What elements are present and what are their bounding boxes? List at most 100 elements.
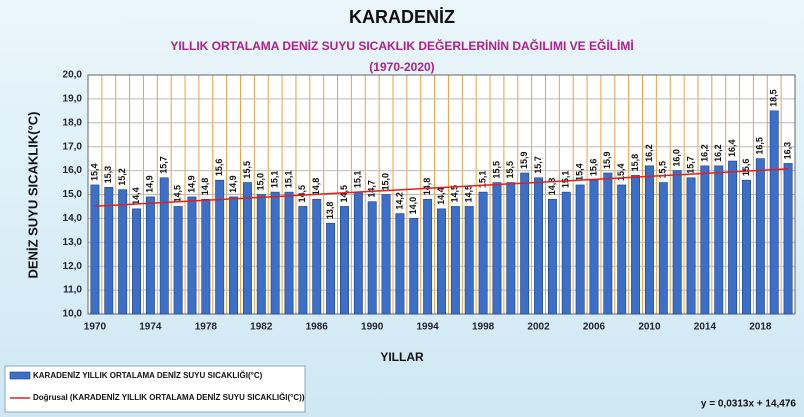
value-label: 15,0 <box>380 173 390 191</box>
value-label: 16,3 <box>782 142 792 160</box>
y-tick-label: 20,0 <box>63 70 83 81</box>
bar <box>381 194 391 315</box>
value-label: 14,8 <box>311 178 321 196</box>
value-label: 15,4 <box>575 163 585 181</box>
value-label: 14,8 <box>547 178 557 196</box>
x-tick-label: 1970 <box>84 322 107 333</box>
x-tick-label: 2002 <box>527 322 550 333</box>
value-label: 14,4 <box>131 187 141 205</box>
bar <box>492 182 502 315</box>
bar <box>215 179 225 315</box>
value-label: 15,1 <box>477 171 487 189</box>
x-tick-label: 1978 <box>195 322 218 333</box>
bar <box>755 158 765 315</box>
value-label: 16,2 <box>699 144 709 162</box>
bar <box>561 191 571 315</box>
chart-subtitle: (1970-2020) <box>369 60 434 74</box>
y-tick-label: 15,0 <box>63 189 83 200</box>
bar <box>783 163 793 315</box>
value-label: 15,6 <box>741 159 751 177</box>
value-label: 14,0 <box>408 197 418 215</box>
chart-subtitle: YILLIK ORTALAMA DENİZ SUYU SICAKLIK DEĞE… <box>170 38 633 53</box>
x-tick-label: 2018 <box>749 322 772 333</box>
bar <box>631 175 641 315</box>
value-label: 14,9 <box>186 175 196 193</box>
y-tick-label: 13,0 <box>63 237 83 248</box>
value-label: 15,1 <box>270 171 280 189</box>
value-label: 15,7 <box>159 156 169 174</box>
bar <box>340 206 349 315</box>
value-label: 14,5 <box>297 185 307 203</box>
bar <box>353 191 363 315</box>
value-label: 14,5 <box>172 185 182 203</box>
x-tick-label: 1974 <box>139 322 162 333</box>
bar <box>159 177 169 315</box>
bar <box>575 184 585 315</box>
bar <box>742 179 751 315</box>
chart-title: KARADENİZ <box>349 7 455 27</box>
bar <box>132 208 141 315</box>
x-tick-label: 1998 <box>472 322 495 333</box>
value-label: 14,2 <box>394 192 404 210</box>
value-label: 15,5 <box>658 161 668 179</box>
bar <box>284 191 294 315</box>
legend-label: KARADENİZ YILLIK ORTALAMA DENİZ SUYU SIC… <box>33 371 263 380</box>
bar <box>672 170 682 315</box>
value-label: 16,5 <box>755 137 765 155</box>
value-label: 15,6 <box>214 159 224 177</box>
bar <box>603 172 613 315</box>
value-label: 13,8 <box>325 202 335 220</box>
y-tick-label: 17,0 <box>63 141 83 152</box>
y-tick-label: 18,0 <box>63 117 83 128</box>
bar <box>589 179 599 315</box>
value-label: 16,2 <box>713 144 723 162</box>
y-tick-label: 10,0 <box>63 309 83 320</box>
value-label: 15,1 <box>283 171 293 189</box>
value-label: 14,9 <box>145 175 155 193</box>
value-label: 15,5 <box>242 161 252 179</box>
value-label: 14,8 <box>200 178 210 196</box>
value-label: 14,8 <box>422 178 432 196</box>
bar <box>270 191 280 315</box>
bar <box>658 182 668 315</box>
bar <box>714 165 724 315</box>
value-label: 14,5 <box>464 185 474 203</box>
value-label: 16,4 <box>727 140 737 158</box>
bar <box>395 213 405 315</box>
value-label: 15,3 <box>103 166 113 184</box>
bar <box>90 184 100 315</box>
bar <box>506 182 516 315</box>
value-label: 18,5 <box>769 89 779 107</box>
value-label: 14,5 <box>450 185 460 203</box>
value-label: 14,5 <box>339 185 349 203</box>
bar <box>464 206 474 315</box>
legend-swatch <box>9 371 31 380</box>
bar <box>229 196 239 315</box>
bar <box>450 206 460 315</box>
bar <box>367 201 377 315</box>
value-label: 14,7 <box>367 180 377 198</box>
bar <box>547 198 557 315</box>
bar <box>478 191 488 315</box>
bar <box>104 187 114 315</box>
value-label: 15,6 <box>588 159 598 177</box>
legend-label: Doğrusal (KARADENİZ YILLIK ORTALAMA DENİ… <box>33 393 305 402</box>
value-label: 15,1 <box>561 171 571 189</box>
bar <box>201 198 211 315</box>
bar <box>437 208 446 315</box>
bar <box>644 165 654 315</box>
bar <box>173 206 183 315</box>
bar <box>326 222 336 315</box>
value-label: 15,7 <box>533 156 543 174</box>
x-tick-label: 1990 <box>361 322 384 333</box>
bar <box>242 182 252 315</box>
bar <box>520 172 530 315</box>
bar <box>534 177 543 315</box>
value-label: 15,9 <box>519 151 529 169</box>
bar <box>686 177 696 315</box>
trend-equation: y = 0,0313x + 14,476 <box>701 399 797 410</box>
y-axis-label: DENİZ SUYU SICAKLIK(°C) <box>25 112 40 279</box>
y-tick-label: 11,0 <box>63 285 82 296</box>
y-tick-label: 16,0 <box>63 165 83 176</box>
